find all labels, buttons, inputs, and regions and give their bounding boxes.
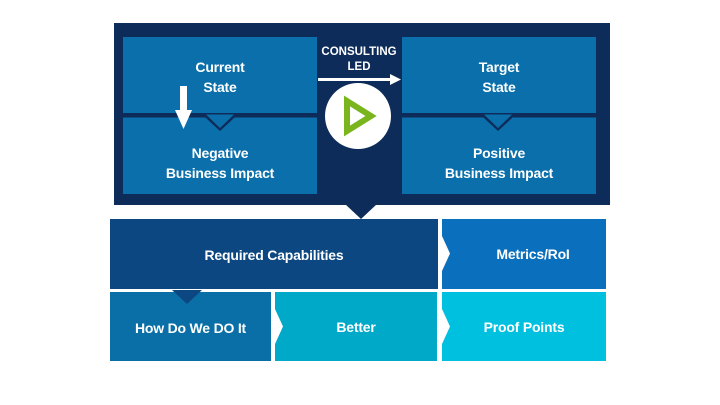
target-state-box: Target State [402,37,596,113]
better-box: Better [275,292,437,361]
proof-points-box: Proof Points [442,292,606,361]
current-state-box: Current State [123,37,317,113]
how-do-we-do-it-label: How Do We DO It [134,319,247,336]
how-do-we-do-it-box: How Do We DO It [110,292,271,361]
consulting-led-label: CONSULTING LED [321,46,397,73]
required-capabilities-box: Required Capabilities [110,219,438,289]
frame-pointer [345,204,377,219]
better-label: Better [336,318,376,335]
positive-impact-box: Positive Business Impact [402,116,596,194]
metrics-label: Metrics/RoI [496,246,570,262]
proof-points-label: Proof Points [483,318,565,335]
negative-impact-label: Negative Business Impact [165,145,275,181]
negative-impact-box: Negative Business Impact [123,116,317,194]
target-state-label: Target State [478,59,520,95]
metrics-box: Metrics/RoI [442,219,606,289]
required-capabilities-label: Required Capabilities [204,247,344,263]
positive-impact-label: Positive Business Impact [444,145,554,181]
current-state-label: Current State [195,59,245,95]
